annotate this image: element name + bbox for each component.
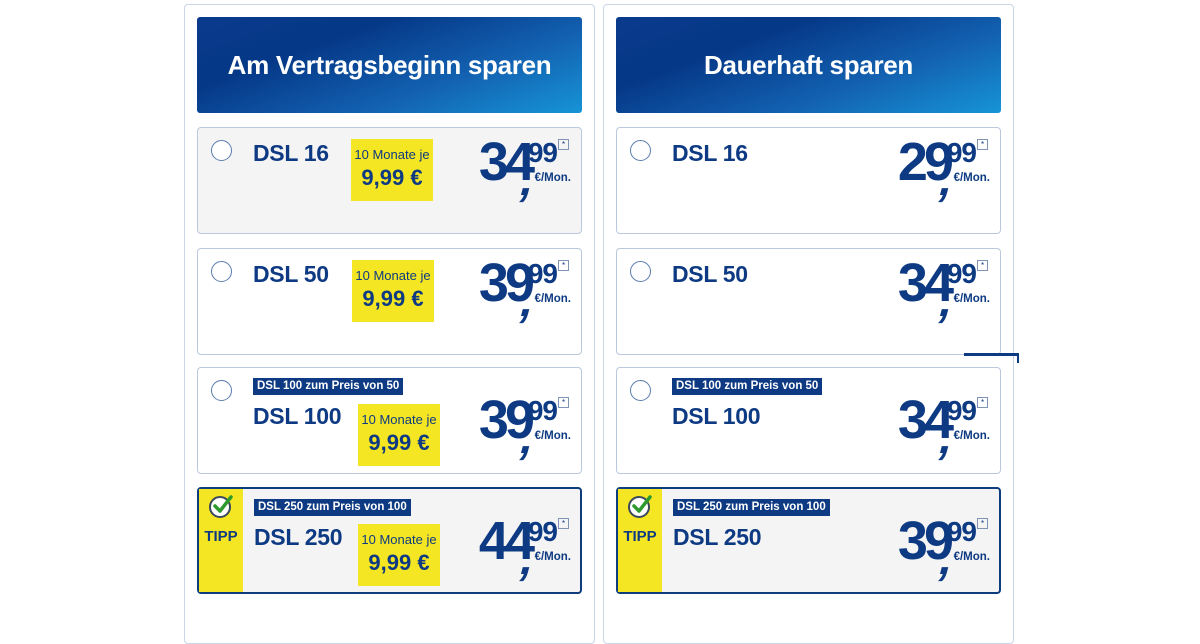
radio-button[interactable] <box>211 380 232 401</box>
monthly-price: 29 , 99 * €/Mon. <box>870 132 990 205</box>
promo-box: 10 Monate je 9,99 € <box>352 260 434 322</box>
tariff-card-dsl250[interactable]: TIPP DSL 250 zum Preis von 100 DSL 250 1… <box>197 487 582 594</box>
promo-price: 9,99 € <box>368 550 430 575</box>
tipp-band: TIPP <box>199 489 243 592</box>
tariff-name: DSL 16 <box>672 140 748 166</box>
promo-price: 9,99 € <box>368 430 430 455</box>
radio-button[interactable] <box>211 261 232 282</box>
tariff-card-dsl16[interactable]: DSL 16 29 , 99 * €/Mon. <box>616 127 1001 234</box>
price-cent: 99 <box>527 516 558 547</box>
price-cent: 99 <box>527 395 558 426</box>
promo-box: 10 Monate je 9,99 € <box>358 524 440 586</box>
tariff-card-dsl50[interactable]: DSL 50 34 , 99 * €/Mon. <box>616 248 1001 355</box>
monthly-price: 44 , 99 * €/Mon. <box>451 511 571 584</box>
promo-box: 10 Monate je 9,99 € <box>358 404 440 466</box>
price-euro: 34 <box>897 253 954 313</box>
tariff-card-dsl250[interactable]: TIPP DSL 250 zum Preis von 100 DSL 250 3… <box>616 487 1001 594</box>
radio-button[interactable] <box>630 140 651 161</box>
tariff-name: DSL 100 <box>672 403 761 429</box>
price-cent: 99 <box>946 516 977 547</box>
tipp-band: TIPP <box>618 489 662 592</box>
column-title: Dauerhaft sparen <box>703 49 914 80</box>
price-euro: 39 <box>478 390 535 450</box>
price-unit: €/Mon. <box>534 430 571 442</box>
price-cent: 99 <box>946 137 977 168</box>
tariff-name: DSL 16 <box>253 140 329 166</box>
footnote-star-icon[interactable]: * <box>977 260 988 271</box>
promo-price: 9,99 € <box>362 286 424 311</box>
column-header: Dauerhaft sparen <box>616 17 1001 113</box>
selection-indicator-tick <box>1017 353 1019 363</box>
tipp-label: TIPP <box>623 528 657 545</box>
price-euro: 34 <box>478 132 535 192</box>
promo-price: 9,99 € <box>361 165 423 190</box>
monthly-price: 34 , 99 * €/Mon. <box>870 253 990 326</box>
checkmark-icon <box>628 495 652 518</box>
column-header: Am Vertragsbeginn sparen <box>197 17 582 113</box>
tariff-badge: DSL 100 zum Preis von 50 <box>672 378 823 395</box>
footnote-star-icon[interactable]: * <box>558 139 569 150</box>
selection-indicator-line <box>964 353 1019 356</box>
tariff-name: DSL 50 <box>253 261 329 287</box>
price-euro: 29 <box>897 132 954 192</box>
monthly-price: 34 , 99 * €/Mon. <box>451 132 571 205</box>
promo-duration: 10 Monate je <box>361 532 437 547</box>
tariff-name: DSL 250 <box>673 524 762 550</box>
tariff-badge: DSL 250 zum Preis von 100 <box>254 499 411 516</box>
tariff-badge: DSL 100 zum Preis von 50 <box>253 378 404 395</box>
footnote-star-icon[interactable]: * <box>558 397 569 408</box>
monthly-price: 39 , 99 * €/Mon. <box>870 511 990 584</box>
price-euro: 44 <box>478 511 535 571</box>
footnote-star-icon[interactable]: * <box>977 139 988 150</box>
price-unit: €/Mon. <box>953 293 990 305</box>
price-cent: 99 <box>527 258 558 289</box>
promo-duration: 10 Monate je <box>355 268 431 283</box>
tariff-badge: DSL 250 zum Preis von 100 <box>673 499 830 516</box>
footnote-star-icon[interactable]: * <box>558 260 569 271</box>
footnote-star-icon[interactable]: * <box>977 518 988 529</box>
radio-button[interactable] <box>630 261 651 282</box>
promo-duration: 10 Monate je <box>361 412 437 427</box>
tariff-card-dsl100[interactable]: DSL 100 zum Preis von 50 DSL 100 34 , 99… <box>616 367 1001 474</box>
price-unit: €/Mon. <box>953 430 990 442</box>
offer-column-permanent-savings: Dauerhaft sparen DSL 16 29 , 99 * €/Mon.… <box>603 4 1014 644</box>
tariff-name: DSL 50 <box>672 261 748 287</box>
price-cent: 99 <box>946 395 977 426</box>
offer-column-start-savings: Am Vertragsbeginn sparen DSL 16 10 Monat… <box>184 4 595 644</box>
promo-duration: 10 Monate je <box>354 147 430 162</box>
monthly-price: 39 , 99 * €/Mon. <box>451 390 571 463</box>
tariff-name: DSL 250 <box>254 524 343 550</box>
price-euro: 39 <box>478 253 535 313</box>
tariff-card-dsl50[interactable]: DSL 50 10 Monate je 9,99 € 39 , 99 * €/M… <box>197 248 582 355</box>
monthly-price: 39 , 99 * €/Mon. <box>451 253 571 326</box>
tariff-name: DSL 100 <box>253 403 342 429</box>
price-unit: €/Mon. <box>534 551 571 563</box>
promo-box: 10 Monate je 9,99 € <box>351 139 433 201</box>
price-cent: 99 <box>946 258 977 289</box>
footnote-star-icon[interactable]: * <box>977 397 988 408</box>
price-unit: €/Mon. <box>534 172 571 184</box>
monthly-price: 34 , 99 * €/Mon. <box>870 390 990 463</box>
price-unit: €/Mon. <box>953 551 990 563</box>
tariff-card-dsl100[interactable]: DSL 100 zum Preis von 50 DSL 100 10 Mona… <box>197 367 582 474</box>
radio-button[interactable] <box>211 140 232 161</box>
price-cent: 99 <box>527 137 558 168</box>
checkmark-icon <box>209 495 233 518</box>
tipp-label: TIPP <box>204 528 238 545</box>
price-unit: €/Mon. <box>534 293 571 305</box>
price-euro: 34 <box>897 390 954 450</box>
price-euro: 39 <box>897 511 954 571</box>
column-title: Am Vertragsbeginn sparen <box>227 49 552 80</box>
radio-button[interactable] <box>630 380 651 401</box>
footnote-star-icon[interactable]: * <box>558 518 569 529</box>
tariff-card-dsl16[interactable]: DSL 16 10 Monate je 9,99 € 34 , 99 * €/M… <box>197 127 582 234</box>
price-unit: €/Mon. <box>953 172 990 184</box>
